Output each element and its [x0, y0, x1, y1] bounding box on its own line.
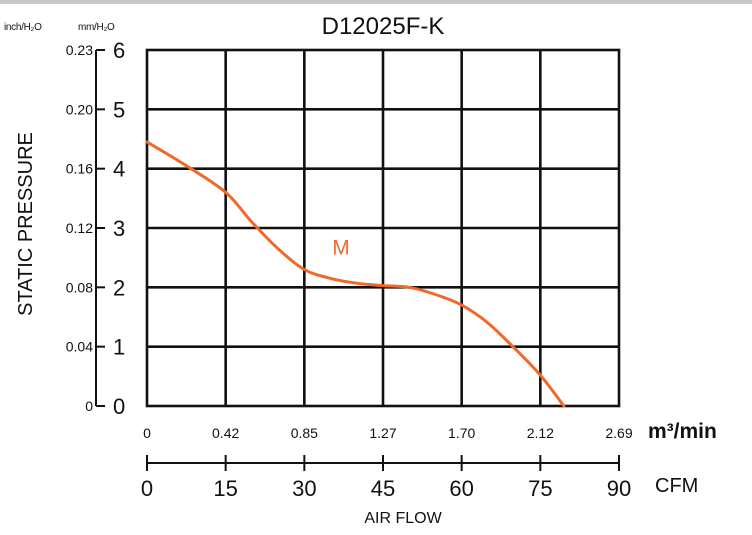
curve-layer: M [145, 140, 566, 408]
y-tick-label-inch: 0 [85, 398, 93, 414]
y-tick-label-mm: 0 [113, 394, 125, 419]
y-tick-label-inch: 0.12 [66, 220, 93, 236]
y-tick-label-inch: 0.23 [66, 42, 93, 58]
x-tick-label-cfm: 30 [292, 476, 316, 501]
x-tick-label-cfm: 15 [213, 476, 237, 501]
curve-label-m: M [332, 237, 350, 260]
x-unit-cfm: CFM [655, 475, 698, 497]
series-line-m [145, 140, 566, 408]
x-tick-label-cfm: 60 [449, 476, 473, 501]
grid [145, 48, 621, 408]
x-tick-label-cfm: 0 [141, 476, 153, 501]
y-tick-label-inch: 0.20 [66, 101, 93, 117]
chart-title: D12025F-K [322, 13, 445, 40]
x-tick-label-cfm: 90 [607, 476, 631, 501]
y-tick-label-mm: 6 [113, 38, 125, 63]
x-tick-label-cfm: 45 [371, 476, 395, 501]
x-axis: 0 0.42 0.85 1.27 1.70 2.12 2.69 0 15 30 45 60 75 90 [141, 425, 633, 501]
y-unit-inch: inch/H₂O [4, 22, 42, 33]
y-axis-label: STATIC PRESSURE [15, 132, 37, 316]
y-tick-label-mm: 4 [113, 157, 125, 182]
y-axis: 0 0 0.04 1 0.08 2 0.12 3 0.16 4 0.20 5 0.23 6 [66, 38, 126, 419]
y-tick-label-mm: 3 [113, 216, 125, 241]
x-unit-m3: m³/min [648, 420, 717, 443]
y-tick-label-inch: 0.08 [66, 279, 93, 295]
x-tick-label-m3: 0 [143, 425, 151, 441]
y-tick-label-inch: 0.04 [66, 339, 93, 355]
x-tick-label-m3: 0.42 [212, 425, 239, 441]
top-border [0, 0, 752, 4]
y-tick-label-mm: 2 [113, 275, 125, 300]
y-tick-label-mm: 1 [113, 335, 125, 360]
y-tick-label-mm: 5 [113, 97, 125, 122]
x-tick-label-m3: 1.27 [369, 425, 396, 441]
y-tick-label-inch: 0.16 [66, 161, 93, 177]
y-unit-mm: mm/H₂O [78, 22, 115, 33]
x-tick-label-m3: 2.12 [527, 425, 554, 441]
x-tick-label-cfm: 75 [528, 476, 552, 501]
x-tick-label-m3: 2.69 [605, 425, 632, 441]
x-tick-label-m3: 1.70 [448, 425, 475, 441]
x-tick-label-m3: 0.85 [291, 425, 318, 441]
x-axis-label: AIR FLOW [364, 510, 442, 527]
